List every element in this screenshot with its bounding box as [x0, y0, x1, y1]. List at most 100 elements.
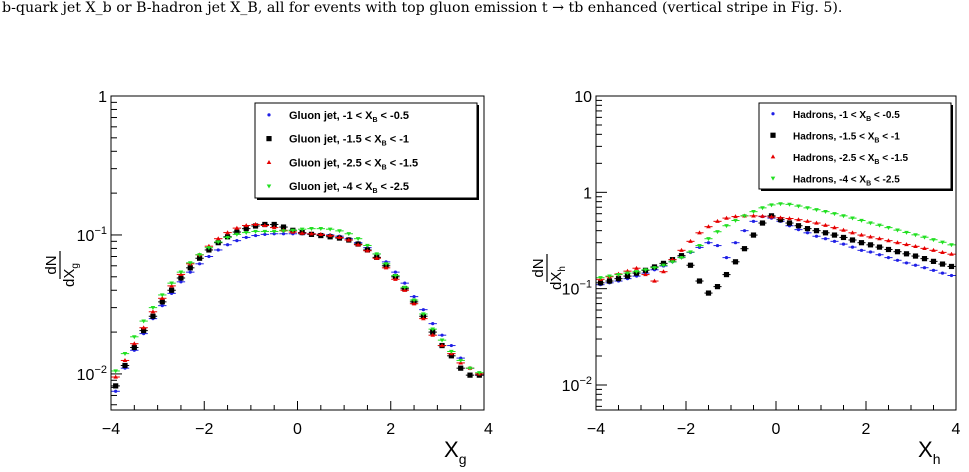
data-point: [132, 335, 137, 340]
data-point: [160, 304, 164, 308]
data-point: [742, 214, 747, 219]
data-point: [355, 237, 361, 242]
data-point: [253, 222, 258, 227]
data-point: [849, 237, 856, 243]
data-point: [940, 249, 945, 254]
y-tick-base: 10: [562, 378, 580, 395]
x-tick-label: −4: [587, 421, 605, 438]
data-point: [616, 272, 621, 277]
data-point: [606, 278, 613, 284]
data-point: [430, 332, 436, 337]
data-point: [778, 215, 783, 220]
data-point: [234, 232, 240, 237]
data-point: [281, 229, 286, 234]
data-point: [679, 247, 684, 252]
legend-entry-text: Hadrons, -1.5 < X: [793, 131, 875, 142]
data-point: [841, 214, 846, 219]
x-tick-label: 4: [484, 421, 493, 438]
x-tick-label: −4: [102, 421, 120, 438]
data-point: [253, 233, 258, 238]
legend-entry-tail: < -2.5: [378, 181, 410, 193]
data-point: [886, 238, 891, 243]
data-point: [823, 210, 828, 215]
data-point: [411, 301, 417, 306]
legend-entry: Gluon jet, -1.5 < XB < -1: [289, 134, 409, 148]
legend: Gluon jet, -1 < XB < -0.5 Gluon jet, -1.5…: [254, 102, 479, 200]
x-axis-title-sub: h: [933, 451, 941, 467]
series-group: [111, 221, 484, 389]
legend-marker: [770, 132, 776, 138]
data-point: [697, 230, 702, 235]
data-point: [197, 253, 202, 258]
legend-entry-tail: < -1.5: [879, 153, 908, 164]
data-point: [178, 275, 184, 281]
data-point: [253, 229, 258, 234]
data-point: [868, 234, 873, 239]
data-point: [634, 270, 639, 275]
data-point: [904, 242, 909, 247]
data-point: [393, 273, 398, 278]
y-axis-title-numerator: dN: [530, 258, 547, 277]
data-point: [858, 240, 865, 246]
legend-entry-text: Hadrons, -1 < X: [793, 110, 866, 121]
data-point: [733, 214, 738, 219]
data-point: [841, 242, 846, 246]
data-point: [243, 223, 249, 228]
data-point: [868, 250, 873, 254]
data-point: [714, 284, 721, 290]
data-point: [850, 230, 855, 235]
y-tick-exponent: −2: [94, 364, 107, 376]
data-point: [930, 258, 937, 264]
data-point: [823, 237, 828, 241]
data-point: [786, 220, 793, 226]
data-point: [309, 231, 314, 236]
data-point: [904, 230, 909, 235]
legend-entry-text: Gluon jet, -1 < X: [289, 110, 373, 122]
data-point: [724, 256, 729, 260]
legend-marker: [770, 154, 776, 159]
data-point: [876, 244, 883, 250]
legend-marker: [266, 184, 272, 189]
data-point: [337, 229, 342, 234]
legend-entry-text: Hadrons, -4 < X: [793, 174, 866, 185]
data-point: [431, 322, 435, 326]
x-axis-title-main: X: [444, 437, 459, 462]
x-axis-title-sub: g: [459, 451, 467, 467]
legend-entry-text: Gluon jet, -4 < X: [289, 181, 373, 193]
legend-entry-text: Hadrons, -2.5 < X: [793, 153, 875, 164]
data-point: [805, 206, 810, 211]
data-point: [383, 262, 389, 267]
y-tick-label: 10−1: [77, 225, 107, 245]
data-point: [660, 260, 667, 266]
x-tick-label: 2: [862, 421, 871, 438]
data-point: [281, 232, 286, 236]
data-point: [868, 221, 873, 226]
data-point: [796, 228, 801, 232]
data-point: [430, 327, 436, 332]
data-point: [132, 341, 137, 346]
data-point: [688, 250, 693, 255]
data-point: [271, 229, 277, 234]
data-point: [263, 232, 267, 236]
data-point: [777, 217, 784, 223]
data-point: [624, 273, 631, 279]
data-point: [723, 271, 730, 278]
data-point: [741, 246, 748, 252]
data-point: [318, 227, 324, 232]
legend-marker: [770, 176, 776, 181]
x-axis-title-main: X: [918, 437, 933, 462]
series-group: [596, 213, 956, 296]
legend-entry: Gluon jet, -1 < XB < -0.5: [289, 110, 409, 124]
data-point: [661, 269, 666, 274]
data-point: [244, 235, 248, 240]
y-tick-label: 1: [583, 185, 592, 202]
data-point: [403, 281, 407, 285]
data-point: [215, 240, 221, 245]
data-point: [877, 236, 882, 241]
data-point: [327, 233, 333, 238]
y-axis-title-denominator: dXh: [548, 266, 568, 290]
